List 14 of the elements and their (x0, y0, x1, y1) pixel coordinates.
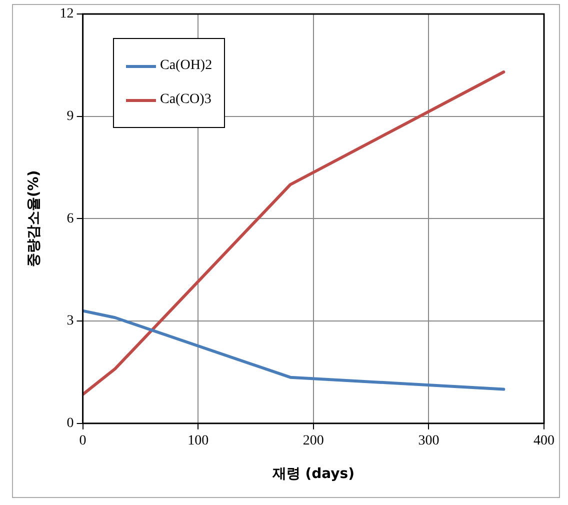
x-tick-label: 0 (79, 433, 86, 448)
x-axis-title: 재령 (days) (271, 466, 354, 482)
x-tick-label: 200 (302, 433, 324, 448)
y-tick-label: 0 (66, 416, 74, 432)
legend-label: Ca(OH)2 (160, 58, 212, 74)
x-tick-label: 400 (534, 433, 554, 448)
y-axis-title: 중량감소율(%) (26, 170, 42, 268)
x-tick-label: 100 (188, 433, 209, 448)
y-tick-label: 9 (66, 109, 74, 124)
x-tick-label: 300 (418, 433, 440, 448)
y-tick-label: 3 (66, 314, 74, 329)
y-tick-label: 12 (60, 6, 74, 22)
y-tick-label: 6 (66, 211, 74, 226)
legend-label: Ca(CO)3 (160, 92, 212, 108)
